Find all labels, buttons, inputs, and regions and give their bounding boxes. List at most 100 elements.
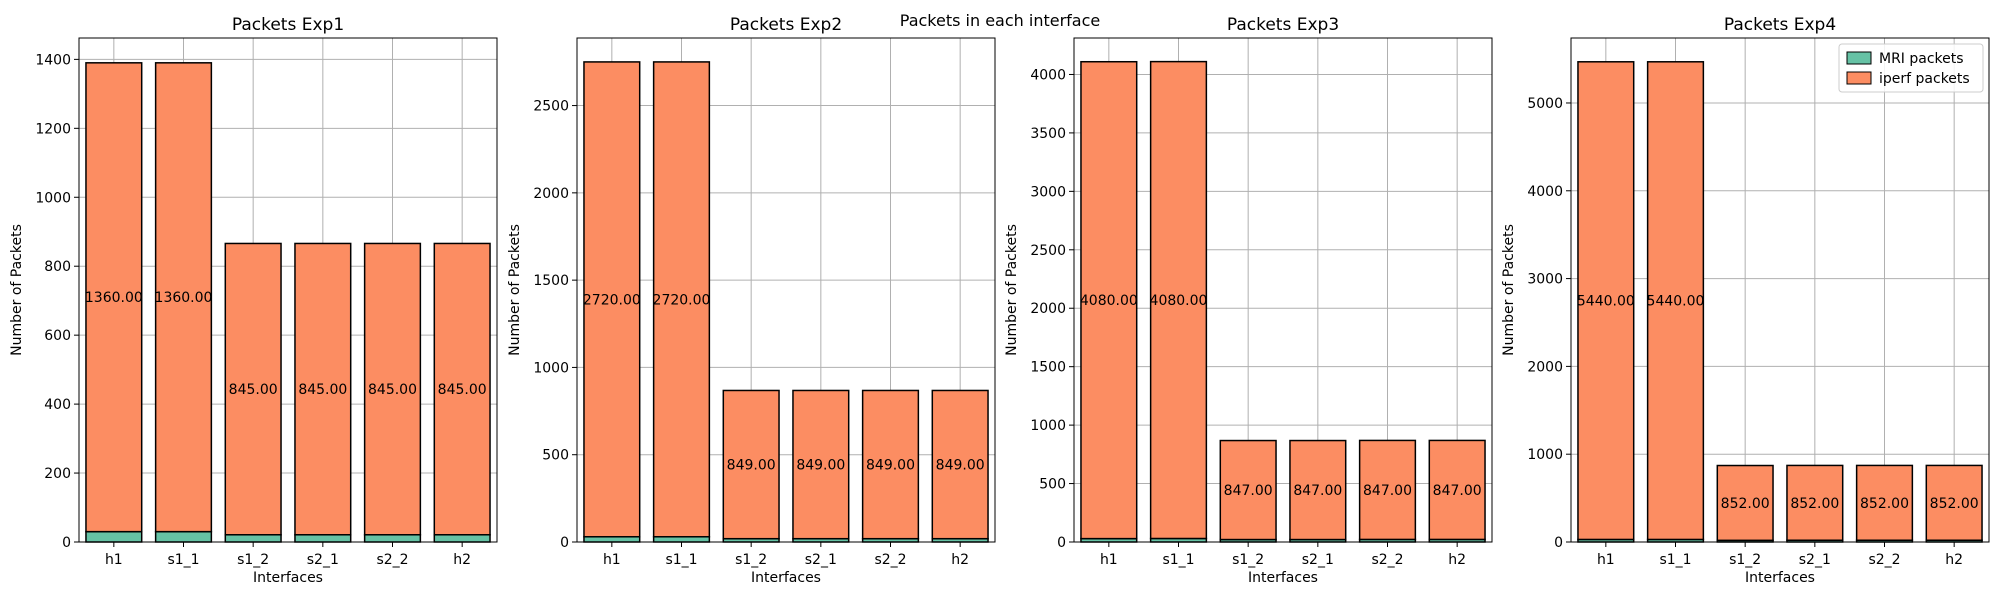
x-tick-label: s1_2 bbox=[1729, 552, 1761, 568]
x-tick-label: h2 bbox=[453, 552, 471, 568]
bar-iperf-s2_2 bbox=[861, 389, 920, 540]
y-tick-label: 4000 bbox=[1527, 184, 1563, 200]
x-tick-label: h1 bbox=[1100, 552, 1118, 568]
bar-iperf-s1_2 bbox=[1716, 464, 1774, 542]
y-tick-label: 1400 bbox=[35, 52, 71, 68]
bar-iperf-s2_2 bbox=[1855, 464, 1914, 541]
data-label-iperf-s2_1: 849.00 bbox=[796, 458, 845, 474]
x-tick-label: s2_1 bbox=[1302, 552, 1334, 568]
y-tick-label: 600 bbox=[44, 328, 71, 344]
bar-mri-s2_1 bbox=[294, 534, 352, 543]
data-label-iperf-s2_2: 845.00 bbox=[368, 382, 417, 398]
legend-label-mri: MRI packets bbox=[1879, 51, 1964, 67]
x-tick-label: h2 bbox=[1945, 552, 1963, 568]
bar-mri-s1_1 bbox=[154, 530, 213, 543]
legend-swatch-mri bbox=[1846, 51, 1872, 65]
data-label-iperf-h1: 1360.00 bbox=[85, 290, 143, 306]
axes-frame bbox=[1073, 37, 1493, 543]
y-axis-label: Number of Packets bbox=[9, 224, 25, 356]
bar-iperf-s1_2 bbox=[722, 389, 780, 540]
x-tick-label: s1_1 bbox=[665, 552, 697, 568]
x-tick-label: s2_2 bbox=[376, 552, 408, 568]
x-tick-label: h1 bbox=[603, 552, 621, 568]
x-tick-label: s2_1 bbox=[1799, 552, 1831, 568]
bar-iperf-s1_1 bbox=[652, 61, 711, 538]
y-tick-label: 1000 bbox=[1030, 418, 1066, 434]
data-label-iperf-h2: 847.00 bbox=[1433, 483, 1482, 499]
bar-iperf-h2 bbox=[433, 242, 491, 536]
bar-iperf-h2 bbox=[931, 389, 989, 540]
data-label-iperf-h2: 852.00 bbox=[1930, 496, 1979, 512]
bar-iperf-s2_1 bbox=[1786, 464, 1844, 541]
bar-mri-h2 bbox=[433, 534, 491, 543]
data-label-iperf-s1_1: 4080.00 bbox=[1150, 293, 1208, 309]
axes-frame bbox=[1570, 37, 1990, 543]
data-label-iperf-s1_2: 852.00 bbox=[1721, 496, 1770, 512]
x-tick-label: h2 bbox=[1448, 552, 1466, 568]
y-axis-label: Number of Packets bbox=[507, 224, 523, 356]
y-tick-label: 1000 bbox=[533, 360, 569, 376]
x-tick-label: s2_2 bbox=[1868, 552, 1900, 568]
x-tick-label: s2_1 bbox=[307, 552, 339, 568]
x-tick-label: s1_2 bbox=[735, 552, 767, 568]
bar-mri-h1 bbox=[583, 536, 641, 543]
y-tick-label: 0 bbox=[1554, 535, 1563, 551]
y-tick-label: 2000 bbox=[533, 186, 569, 202]
y-tick-label: 1000 bbox=[1527, 447, 1563, 463]
legend-label-iperf: iperf packets bbox=[1879, 71, 1970, 87]
data-label-iperf-h1: 5440.00 bbox=[1577, 294, 1635, 310]
x-axis-label: Interfaces bbox=[1248, 570, 1318, 586]
y-tick-label: 2500 bbox=[1030, 243, 1066, 259]
y-tick-label: 3500 bbox=[1030, 126, 1066, 142]
data-label-iperf-h2: 849.00 bbox=[936, 458, 985, 474]
y-tick-label: 1200 bbox=[35, 121, 71, 137]
chart-title: Packets Exp2 bbox=[730, 15, 842, 35]
data-label-iperf-h1: 2720.00 bbox=[583, 292, 641, 308]
chart-panel-3: 29.004080.0030.004080.0021.00847.0021.00… bbox=[1004, 15, 1493, 586]
bar-iperf-s2_1 bbox=[792, 389, 850, 540]
x-tick-label: s1_2 bbox=[237, 552, 269, 568]
data-label-iperf-h2: 845.00 bbox=[438, 382, 487, 398]
x-axis-label: Interfaces bbox=[253, 570, 323, 586]
data-label-iperf-s1_1: 2720.00 bbox=[653, 292, 711, 308]
x-tick-label: h2 bbox=[951, 552, 969, 568]
chart-title: Packets Exp4 bbox=[1724, 15, 1836, 35]
bar-iperf-s1_2 bbox=[224, 242, 282, 536]
x-tick-label: h1 bbox=[1597, 552, 1615, 568]
x-tick-label: s2_2 bbox=[1371, 552, 1403, 568]
data-label-iperf-s2_2: 852.00 bbox=[1860, 496, 1909, 512]
y-tick-label: 200 bbox=[44, 466, 71, 482]
data-label-iperf-h1: 4080.00 bbox=[1080, 293, 1138, 309]
y-axis-label: Number of Packets bbox=[1501, 224, 1517, 356]
bar-mri-h1 bbox=[85, 530, 143, 543]
y-tick-label: 3000 bbox=[1527, 272, 1563, 288]
y-tick-label: 1000 bbox=[35, 190, 71, 206]
bar-iperf-s1_1 bbox=[1149, 60, 1208, 540]
y-tick-label: 800 bbox=[44, 259, 71, 275]
bar-iperf-s1_2 bbox=[1219, 439, 1277, 541]
chart-panel-2: 30.002720.0030.002720.0019.00849.0019.00… bbox=[507, 15, 996, 586]
data-label-iperf-s2_1: 852.00 bbox=[1790, 496, 1839, 512]
bar-iperf-s1_1 bbox=[154, 62, 213, 533]
bar-iperf-s2_1 bbox=[1289, 439, 1347, 541]
data-label-iperf-s2_2: 849.00 bbox=[866, 458, 915, 474]
bar-iperf-h2 bbox=[1925, 464, 1983, 541]
y-tick-label: 0 bbox=[62, 535, 71, 551]
y-tick-label: 500 bbox=[542, 448, 569, 464]
x-tick-label: h1 bbox=[105, 552, 123, 568]
bar-iperf-s1_1 bbox=[1646, 61, 1705, 541]
data-label-iperf-s1_2: 845.00 bbox=[229, 382, 278, 398]
x-axis-label: Interfaces bbox=[1745, 570, 1815, 586]
axes-frame bbox=[78, 37, 498, 543]
data-label-iperf-s2_1: 845.00 bbox=[298, 382, 347, 398]
bar-mri-s1_1 bbox=[652, 536, 711, 543]
y-tick-label: 5000 bbox=[1527, 96, 1563, 112]
legend-swatch-iperf bbox=[1846, 71, 1872, 85]
chart-title: Packets Exp1 bbox=[232, 15, 344, 35]
data-label-iperf-s1_1: 1360.00 bbox=[155, 290, 213, 306]
bar-iperf-s2_2 bbox=[1358, 439, 1417, 541]
data-label-iperf-s1_2: 847.00 bbox=[1224, 483, 1273, 499]
chart-panel-1: 30.001360.0030.001360.0021.00845.0021.00… bbox=[9, 15, 498, 586]
y-tick-label: 0 bbox=[1057, 535, 1066, 551]
y-tick-label: 1500 bbox=[1030, 360, 1066, 376]
